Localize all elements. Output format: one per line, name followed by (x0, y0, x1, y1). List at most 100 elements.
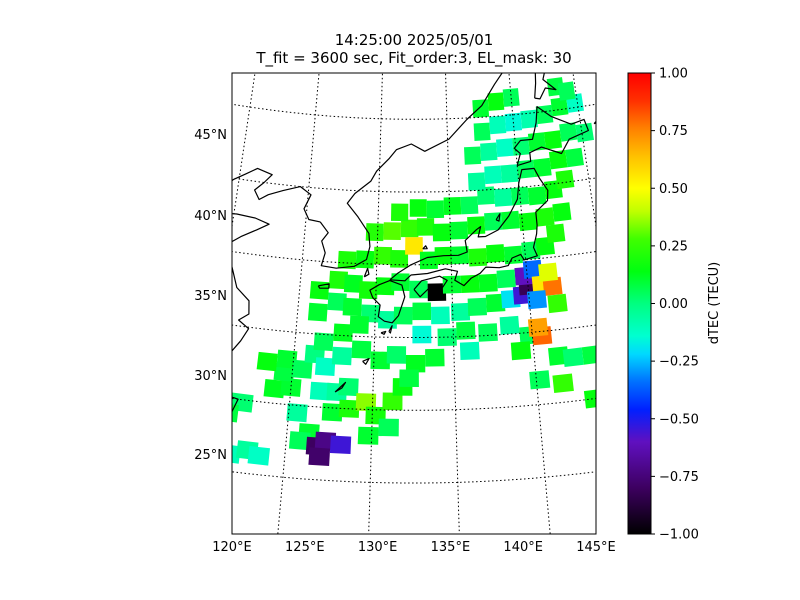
coastlines (232, 73, 596, 441)
dtec-cell (378, 310, 397, 329)
coastline (380, 330, 387, 335)
colorbar-tick-label: 1.00 (659, 67, 688, 82)
dtec-cell (581, 344, 596, 365)
dtec-cell (503, 245, 523, 265)
lat-tick-label: 45°N (194, 128, 227, 143)
dtec-cell (399, 369, 419, 387)
coastline (334, 381, 347, 393)
colorbar-gradient (627, 72, 652, 535)
coastline (422, 245, 428, 250)
dtec-cell (464, 146, 482, 165)
dtec-cell (485, 293, 506, 313)
dtec-cell (232, 443, 241, 464)
latitude-tick-labels: 45°N 40°N 35°N 30°N 25°N (194, 128, 227, 463)
dtec-cell (307, 302, 328, 322)
meridian-line (499, 73, 553, 534)
dtec-cell (349, 315, 369, 334)
dtec-cell (373, 246, 392, 265)
meridian-line (367, 73, 386, 534)
dtec-cell (527, 132, 546, 152)
dtec-cell (426, 200, 445, 219)
meridian-line (95, 0, 215, 522)
dtec-cell (467, 172, 486, 191)
colorbar-tick-label: −1.00 (659, 528, 699, 543)
lon-tick-label: 135°E (431, 540, 471, 555)
dtec-cell (232, 390, 234, 411)
colorbar-label: dTEC (TECU) (707, 262, 722, 345)
lon-tick-label: 140°E (503, 540, 543, 555)
dtec-cell (313, 332, 334, 352)
dtec-cell (314, 357, 336, 376)
coastline (513, 105, 590, 167)
dtec-cell (342, 297, 362, 317)
coastline (389, 167, 549, 287)
dtec-cell (382, 392, 403, 411)
coastline (534, 73, 557, 100)
dtec-cell (386, 346, 407, 364)
dtec-cell (378, 418, 399, 437)
coastline (495, 213, 501, 222)
lon-tick-label: 145°E (576, 540, 616, 555)
dtec-cell (343, 274, 363, 293)
lat-tick-label: 35°N (194, 289, 227, 304)
parallel-line (232, 79, 596, 120)
dtec-cell (391, 203, 409, 222)
dtec-cell (357, 426, 379, 445)
graticule (95, 0, 596, 534)
dtec-cell (583, 388, 596, 409)
meridian-line (442, 73, 461, 534)
dtec-cell (510, 186, 530, 206)
colorbar-tick-label: −0.50 (659, 412, 699, 427)
dtec-cell (409, 199, 427, 217)
coastline (232, 212, 270, 399)
lon-tick-label: 120°E (212, 540, 252, 555)
dtec-cell (538, 262, 558, 282)
dtec-cell (550, 97, 569, 117)
dtec-cell (329, 435, 352, 454)
dtec-cell (432, 223, 451, 242)
dtec-cell (548, 150, 568, 170)
dtec-cell (555, 169, 575, 190)
meridian-line (275, 73, 329, 534)
dtec-cell (338, 377, 359, 397)
dtec-cell (460, 274, 480, 293)
map-title: 14:25:00 2025/05/01 (334, 31, 494, 49)
longitude-tick-labels: 120°E 125°E 130°E 135°E 140°E 145°E (212, 540, 616, 555)
dtec-cell (529, 370, 551, 390)
dtec-cell (427, 283, 447, 302)
dtec-cell (477, 186, 495, 205)
dtec-cell (547, 293, 568, 314)
dtec-cell (263, 379, 285, 399)
dtec-cell (527, 317, 549, 337)
dtec-cell (484, 165, 502, 185)
dtec-cell (450, 221, 469, 240)
dtec-cell (502, 88, 520, 107)
dtec-cell (400, 219, 419, 238)
dtec-cell (496, 269, 516, 289)
map-area (95, 0, 596, 534)
colorbar: 1.00 0.75 0.50 0.25 0.00 −0.25 −0.50 −0.75 −1.00… (627, 67, 722, 543)
dtec-cell (552, 202, 572, 222)
dtec-cell (487, 92, 505, 111)
dtec-cell (308, 447, 331, 466)
dtec-cell (472, 99, 490, 118)
dtec-cell (467, 216, 486, 235)
dtec-cell (358, 281, 378, 300)
dtec-cell (478, 273, 498, 293)
map-frame (231, 72, 597, 535)
dtec-cell (501, 210, 520, 230)
dtec-cell (552, 373, 574, 393)
dtec-cell (276, 349, 298, 369)
dtec-cell (521, 241, 541, 261)
dtec-cell (247, 446, 270, 466)
dtec-cell (412, 325, 432, 344)
dtec-cell (527, 290, 547, 310)
dtec-cell (309, 381, 331, 401)
dtec-cell (545, 223, 566, 243)
coastline (319, 73, 514, 269)
dtec-cell (557, 81, 576, 101)
dtec-cell (309, 281, 330, 300)
dtec-cell (565, 147, 584, 168)
dtec-cell (331, 346, 352, 366)
